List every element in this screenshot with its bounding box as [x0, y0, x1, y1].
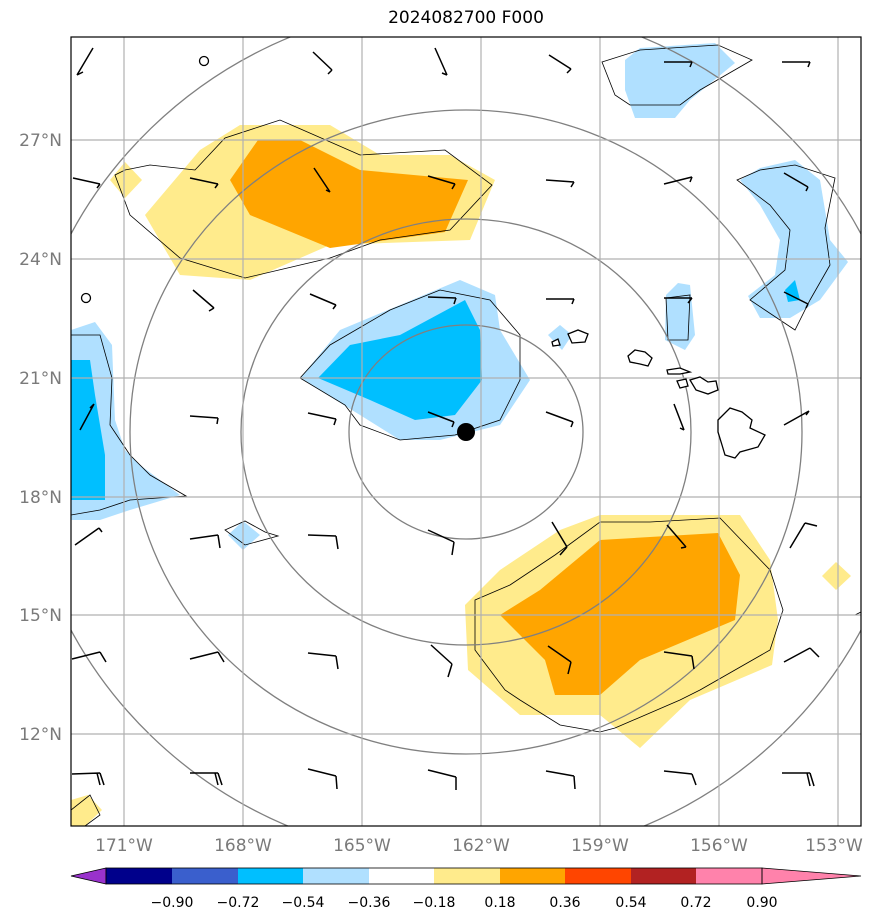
- colorbar-tick-label: 0.18: [484, 895, 515, 911]
- anomaly-contours: [71, 44, 861, 826]
- hawaiian-islands: [551, 329, 766, 459]
- lon-tick-label: 162°W: [452, 836, 510, 856]
- colorbar-tick-label: 0.72: [680, 895, 711, 911]
- colorbar-segment: [434, 868, 500, 884]
- lon-tick-label: 168°W: [214, 836, 272, 856]
- map-plot-area: [71, 37, 861, 826]
- colorbar: −0.90 −0.72 −0.54 −0.36 −0.18 0.18 0.36 …: [70, 867, 862, 911]
- colorbar-segment: [172, 868, 238, 884]
- lat-tick-label: 21°N: [19, 369, 62, 389]
- negative-anomaly-northeast: [625, 43, 848, 350]
- colorbar-segment: [500, 868, 565, 884]
- island-hawaii: [717, 407, 766, 459]
- wind-barbs: [71, 47, 820, 790]
- lon-tick-label: 171°W: [95, 836, 153, 856]
- storm-center-marker: [457, 423, 475, 441]
- positive-anomaly-north: [110, 125, 495, 280]
- colorbar-extend-low: [70, 867, 107, 885]
- colorbar-tick-label: −0.54: [282, 895, 325, 911]
- colorbar-segment: [303, 868, 369, 884]
- colorbar-tick-label: 0.90: [746, 895, 777, 911]
- colorbar-tick-label: −0.72: [217, 895, 260, 911]
- colorbar-tick-label: 0.54: [615, 895, 646, 911]
- colorbar-tick-label: 0.36: [549, 895, 580, 911]
- lon-axis: 171°W 168°W 165°W 162°W 159°W 156°W 153°…: [95, 836, 863, 856]
- lon-tick-label: 159°W: [571, 836, 629, 856]
- lon-tick-label: 153°W: [805, 836, 863, 856]
- colorbar-segment: [696, 868, 762, 884]
- colorbar-segment: [106, 868, 172, 884]
- map-frame: [70, 36, 862, 827]
- island-niihau: [551, 338, 561, 347]
- lat-axis: 27°N 24°N 21°N 18°N 15°N 12°N: [19, 131, 62, 745]
- island-molokai: [666, 367, 693, 375]
- graticule: [71, 37, 861, 826]
- colorbar-tick-label: −0.90: [151, 895, 194, 911]
- lat-tick-label: 15°N: [19, 606, 62, 626]
- colorbar-segment: [565, 868, 631, 884]
- colorbar-segment: [631, 868, 696, 884]
- lon-tick-label: 165°W: [333, 836, 391, 856]
- island-oahu: [627, 349, 653, 367]
- map-title: 2024082700 F000: [388, 8, 544, 28]
- island-lanai: [676, 378, 689, 389]
- colorbar-segment: [369, 868, 434, 884]
- colorbar-segment: [238, 868, 303, 884]
- lat-tick-label: 18°N: [19, 488, 62, 508]
- lat-tick-label: 12°N: [19, 725, 62, 745]
- calm-wind-circle: [198, 55, 210, 67]
- island-kauai: [567, 329, 589, 344]
- calm-wind-circle: [80, 292, 92, 304]
- negative-anomaly-west: [71, 322, 260, 550]
- colorbar-extend-high: [761, 867, 862, 885]
- colorbar-tick-label: −0.36: [348, 895, 391, 911]
- range-rings: [71, 37, 861, 826]
- lat-tick-label: 24°N: [19, 250, 62, 270]
- lat-tick-label: 27°N: [19, 131, 62, 151]
- colorbar-tick-label: −0.18: [413, 895, 456, 911]
- lon-tick-label: 156°W: [690, 836, 748, 856]
- island-maui: [689, 376, 719, 395]
